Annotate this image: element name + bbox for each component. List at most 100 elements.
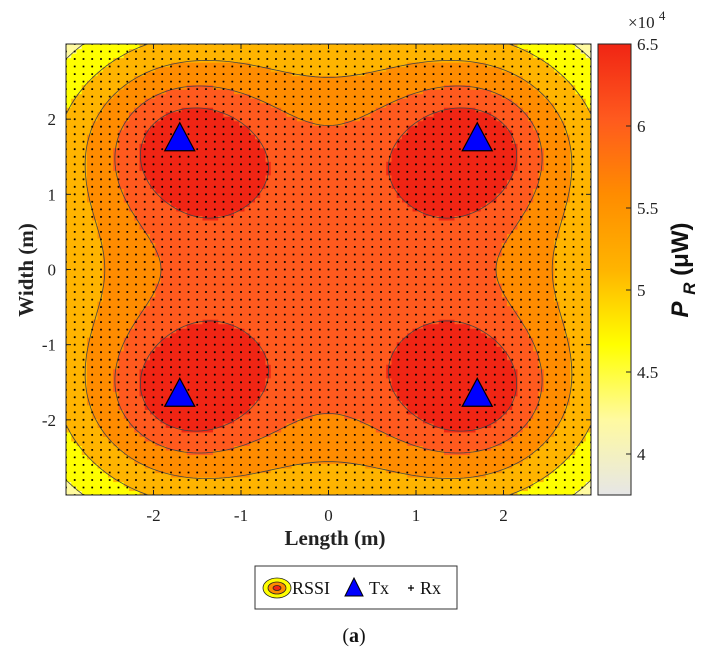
heatmap-cell: [87, 337, 93, 343]
heatmap-cell: [218, 283, 225, 289]
heatmap-cell: [276, 134, 282, 140]
heatmap-cell: [102, 296, 109, 302]
heatmap-cell: [307, 215, 314, 221]
heatmap-cell: [102, 228, 109, 235]
heatmap-cell: [150, 355, 156, 361]
heatmap-cell: [218, 368, 225, 374]
heatmap-cell: [113, 246, 120, 253]
heatmap-cell: [134, 269, 141, 275]
heatmap-cell: [186, 472, 193, 478]
heatmap-cell: [144, 463, 151, 469]
heatmap-cell: [302, 332, 309, 338]
heatmap-cell: [302, 440, 309, 446]
heatmap-cell: [165, 476, 172, 483]
heatmap-cell: [76, 310, 83, 316]
heatmap-cell: [113, 274, 120, 280]
heatmap-cell: [228, 337, 235, 343]
heatmap-cell: [318, 62, 324, 68]
heatmap-cell: [302, 418, 309, 424]
heatmap-cell: [234, 463, 240, 469]
heatmap-cell: [213, 228, 219, 235]
heatmap-cell: [102, 93, 109, 99]
heatmap-cell: [129, 274, 135, 280]
heatmap-cell: [66, 93, 72, 99]
heatmap-cell: [160, 264, 167, 271]
heatmap-cell: [134, 93, 141, 99]
heatmap-cell: [202, 84, 209, 90]
heatmap-cell: [260, 111, 267, 117]
heatmap-cell: [312, 111, 319, 117]
heatmap-cell: [281, 346, 288, 352]
heatmap-cell: [92, 242, 99, 248]
heatmap-cell: [81, 138, 88, 144]
heatmap-cell: [102, 107, 109, 113]
heatmap-cell: [181, 228, 188, 235]
heatmap-cell: [213, 337, 219, 343]
heatmap-cell: [113, 156, 120, 162]
heatmap-cells: [66, 44, 591, 495]
heatmap-cell: [165, 382, 172, 388]
heatmap-cell: [207, 210, 214, 216]
heatmap-cell: [228, 44, 235, 50]
heatmap-cell: [213, 201, 219, 207]
heatmap-cell: [213, 152, 219, 158]
heatmap-cell: [181, 269, 188, 275]
heatmap-cell: [307, 129, 314, 135]
heatmap-cell: [176, 75, 183, 81]
heatmap-cell: [129, 301, 135, 307]
heatmap-cell: [134, 481, 141, 487]
heatmap-cell: [302, 219, 309, 225]
heatmap-cell: [113, 201, 120, 207]
heatmap-cell: [66, 328, 72, 334]
heatmap-cell: [312, 418, 319, 424]
heatmap-cell: [307, 283, 314, 289]
heatmap-cell: [165, 481, 172, 487]
heatmap-cell: [302, 422, 309, 428]
heatmap-cell: [207, 80, 214, 86]
heatmap-cell: [176, 174, 183, 180]
heatmap-cell: [134, 391, 141, 397]
heatmap-cell: [87, 346, 93, 352]
heatmap-cell: [244, 98, 251, 104]
heatmap-cell: [81, 440, 88, 446]
heatmap-cell: [228, 210, 235, 216]
heatmap-cell: [312, 449, 319, 456]
heatmap-cell: [281, 89, 288, 95]
heatmap-cell: [97, 305, 104, 311]
heatmap-cell: [66, 373, 72, 379]
heatmap-cell: [265, 264, 272, 271]
heatmap-cell: [87, 427, 93, 433]
heatmap-cell: [92, 138, 99, 144]
heatmap-cell: [144, 107, 151, 113]
heatmap-cell: [108, 449, 114, 456]
heatmap-cell: [108, 192, 114, 198]
heatmap-cell: [276, 264, 282, 271]
heatmap-cell: [286, 337, 293, 343]
heatmap-cell: [102, 134, 109, 140]
heatmap-cell: [71, 255, 78, 262]
heatmap-cell: [302, 89, 309, 95]
heatmap-cell: [223, 188, 230, 194]
heatmap-cell: [276, 283, 282, 289]
heatmap-cell: [192, 143, 198, 149]
heatmap-cell: [176, 170, 183, 176]
heatmap-cell: [150, 98, 156, 104]
heatmap-cell: [297, 170, 303, 176]
heatmap-cell: [281, 467, 288, 474]
heatmap-cell: [218, 404, 225, 410]
heatmap-cell: [223, 427, 230, 433]
heatmap-cell: [160, 346, 167, 352]
heatmap-cell: [165, 391, 172, 397]
heatmap-cell: [312, 269, 319, 275]
heatmap-cell: [76, 301, 83, 307]
heatmap-cell: [281, 224, 288, 230]
heatmap-cell: [270, 454, 277, 460]
heatmap-cell: [165, 188, 172, 194]
heatmap-cell: [207, 71, 214, 77]
heatmap-cell: [286, 485, 293, 492]
heatmap-cell: [66, 210, 72, 216]
heatmap-cell: [123, 287, 130, 293]
heatmap-cell: [270, 80, 277, 86]
heatmap-cell: [87, 332, 93, 338]
heatmap-cell: [150, 107, 156, 113]
